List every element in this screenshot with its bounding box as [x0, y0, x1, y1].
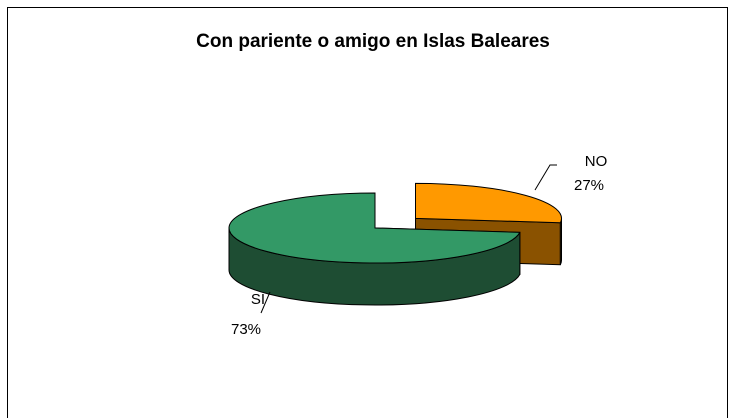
slice-top [415, 182, 562, 224]
chart-title: Con pariente o amigo en Islas Baleares [196, 31, 550, 52]
data-label-value: 27% [574, 177, 604, 194]
data-label-value: 73% [231, 321, 261, 338]
pie [228, 182, 563, 306]
leader-line [260, 291, 271, 314]
data-label-category: SI [251, 291, 265, 308]
slice-wall [559, 218, 563, 265]
leader-line [534, 164, 557, 191]
data-label-category: NO [585, 153, 608, 170]
pie-slice [228, 192, 521, 306]
slice-top [228, 192, 521, 264]
